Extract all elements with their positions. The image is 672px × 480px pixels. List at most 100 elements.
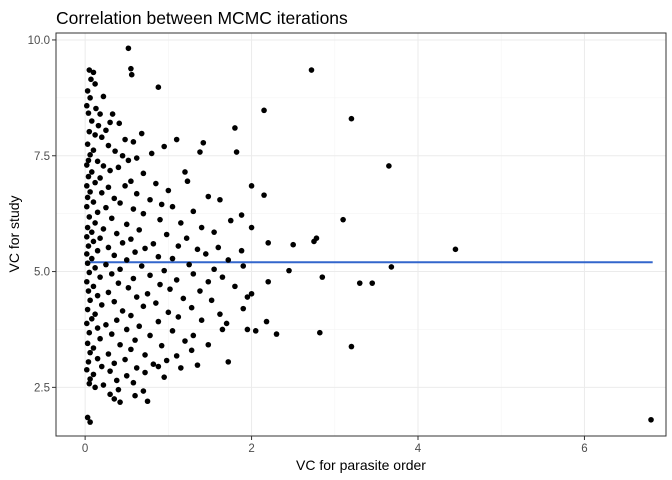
data-point xyxy=(155,318,162,325)
data-point xyxy=(117,266,123,273)
data-point xyxy=(178,365,184,371)
data-point xyxy=(87,376,93,382)
data-point xyxy=(100,226,107,232)
chart-title: Correlation between MCMC iterations xyxy=(56,8,348,28)
data-point xyxy=(169,203,176,210)
data-point xyxy=(125,45,132,52)
data-point xyxy=(100,93,107,100)
data-point xyxy=(94,325,101,331)
data-point xyxy=(105,351,112,357)
data-point xyxy=(83,366,90,373)
data-point xyxy=(182,169,188,175)
data-point xyxy=(130,379,137,386)
data-point xyxy=(125,284,132,291)
data-point xyxy=(155,363,162,370)
data-point xyxy=(93,105,99,112)
data-point xyxy=(108,331,115,337)
data-point xyxy=(238,247,245,254)
data-point xyxy=(87,152,93,158)
data-point xyxy=(219,274,226,280)
data-point xyxy=(138,263,145,269)
data-point xyxy=(157,281,163,288)
data-point xyxy=(107,391,113,398)
data-point xyxy=(83,251,90,257)
data-point xyxy=(198,224,205,231)
data-point xyxy=(85,173,92,180)
data-point xyxy=(165,187,172,194)
data-point xyxy=(147,196,153,203)
data-point xyxy=(97,111,103,117)
data-point xyxy=(140,388,147,394)
data-point xyxy=(94,355,101,362)
data-point xyxy=(88,76,94,83)
data-point xyxy=(85,359,92,365)
data-point xyxy=(128,65,134,72)
data-point xyxy=(90,371,97,378)
data-point xyxy=(133,155,140,161)
y-tick-label: 7.5 xyxy=(34,151,50,163)
data-point xyxy=(263,318,270,325)
data-point xyxy=(117,399,123,405)
data-point xyxy=(90,147,97,153)
data-points xyxy=(83,45,654,425)
data-point xyxy=(86,67,93,73)
data-point xyxy=(169,328,176,334)
data-point xyxy=(87,297,93,304)
data-point xyxy=(223,320,230,327)
data-point xyxy=(265,278,272,285)
x-tick-label: 4 xyxy=(415,443,422,455)
data-point xyxy=(136,323,143,330)
data-point xyxy=(132,392,138,399)
data-point xyxy=(140,303,147,310)
data-point xyxy=(233,149,240,155)
data-point xyxy=(90,69,97,76)
data-point xyxy=(111,252,118,259)
data-point xyxy=(202,251,209,257)
data-point xyxy=(142,245,148,252)
data-point xyxy=(205,193,212,200)
data-point xyxy=(186,261,192,268)
data-point xyxy=(317,329,323,336)
data-point xyxy=(348,343,355,350)
data-point xyxy=(84,414,91,421)
data-point xyxy=(97,274,103,280)
y-axis-title: VC for study xyxy=(6,195,22,272)
data-point xyxy=(90,238,97,245)
minor-gridlines xyxy=(56,33,666,436)
data-point xyxy=(119,308,126,314)
data-point xyxy=(219,326,226,333)
data-point xyxy=(90,345,97,351)
data-point xyxy=(173,136,180,143)
data-point xyxy=(188,304,195,311)
data-point xyxy=(92,311,98,317)
data-point xyxy=(217,196,223,203)
data-point xyxy=(98,134,105,141)
data-point xyxy=(225,257,232,263)
data-point xyxy=(105,184,112,191)
data-point xyxy=(240,263,247,269)
data-point xyxy=(130,139,137,145)
data-point xyxy=(157,216,163,223)
data-point xyxy=(227,217,234,224)
data-point xyxy=(388,264,395,270)
data-point xyxy=(122,136,128,143)
data-point xyxy=(161,374,167,380)
data-point xyxy=(84,194,91,201)
data-point xyxy=(111,396,118,402)
data-point xyxy=(194,362,201,368)
data-point xyxy=(85,157,92,164)
data-point xyxy=(182,338,188,344)
data-point xyxy=(86,329,93,336)
data-point xyxy=(340,216,346,223)
data-point xyxy=(128,71,135,78)
data-point xyxy=(225,359,232,365)
data-point xyxy=(286,267,292,274)
data-point xyxy=(136,227,143,233)
data-point xyxy=(138,130,145,137)
data-point xyxy=(175,243,182,249)
data-point xyxy=(123,257,130,263)
data-point xyxy=(142,369,148,376)
data-point xyxy=(98,363,105,370)
data-point xyxy=(97,175,103,181)
data-point xyxy=(142,352,148,358)
